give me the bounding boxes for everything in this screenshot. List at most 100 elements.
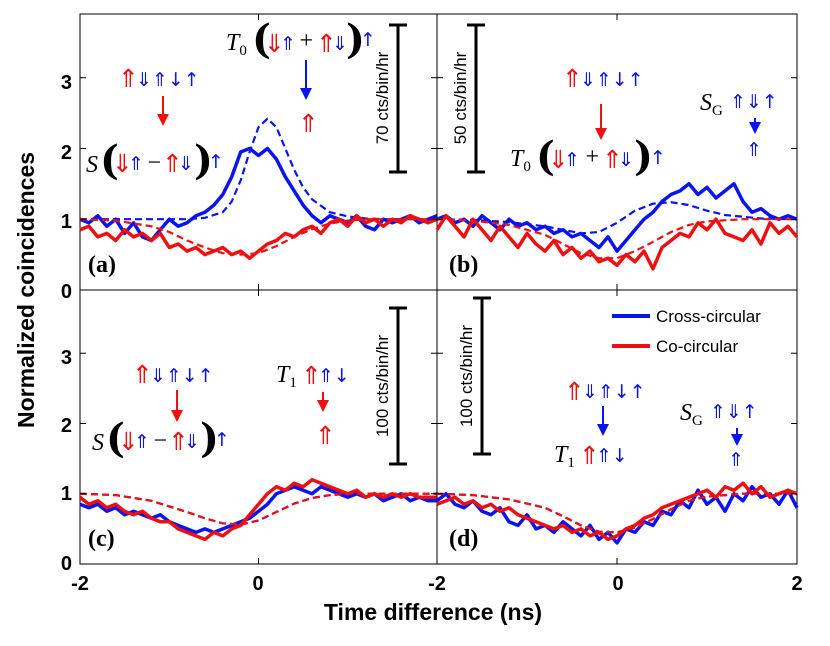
spin-sequence-icon: ⇑⇓↑: [730, 91, 778, 113]
panel-label: (d): [449, 526, 478, 552]
spin-down-heavy-icon: ⇓: [548, 145, 569, 174]
y-tick-label: 0: [61, 281, 72, 303]
transition-arrow-head: [300, 88, 312, 100]
spin-sequence-icon: ⇑⇓↑: [710, 401, 758, 423]
x-tick-label: -2: [71, 573, 89, 595]
transition-arrow-head: [317, 400, 329, 412]
series-line-a-cross-data: [79, 146, 438, 243]
series-line-c-co-data: [78, 477, 437, 542]
paren-close-icon: ): [200, 415, 219, 462]
annotation-singlet-state: S ( ⇓ ⇑ − ⇑ ⇓ ) ↑: [86, 137, 224, 184]
annotation-triplet-state: T1 ⇑ ⇑↓: [554, 441, 628, 471]
paren-open-icon: (: [100, 137, 119, 184]
electron-up-icon: ↑: [360, 29, 376, 51]
y-tick-label: 2: [61, 415, 72, 437]
transition-arrow-head: [597, 424, 609, 436]
state-symbol: SG: [680, 400, 703, 429]
spin-up-heavy-icon: ⇑: [118, 64, 139, 93]
panel-b-series: [435, 182, 799, 271]
legend: Cross-circular Co-circular: [612, 307, 761, 356]
spin-sequence-icon: ⇑↓: [318, 365, 350, 387]
annotation-triplet-state: T0 ( ⇓ ⇑ + ⇑ ⇓ ) ↑: [510, 133, 666, 180]
panel-a-series: [79, 117, 438, 260]
scale-bar-label: 50 cts/bin/hr: [451, 51, 470, 144]
panel-a: (a) 70 cts/bin/hr ⇑ ⇓⇑↓↑ S ( ⇓ ⇑ − ⇑ ⇓ )…: [79, 13, 438, 291]
plus-sign: +: [584, 144, 600, 170]
spin-down-heavy-icon: ⇓: [118, 427, 139, 456]
spin-up-icon: ⇑: [280, 33, 296, 55]
spin-up-heavy-icon: ⇑: [162, 149, 183, 178]
spin-up-icon: ⇑: [728, 449, 744, 471]
spin-up-heavy-icon: ⇑: [132, 360, 153, 389]
y-tick-label: 2: [61, 142, 72, 164]
spin-up-icon: ⇑: [564, 149, 580, 171]
series-line-d-co-data: [436, 481, 798, 542]
spin-down-icon: ⇓: [332, 33, 348, 55]
spin-up-icon: ⇑: [746, 139, 762, 161]
x-tick-label: -2: [428, 573, 446, 595]
paren-close-icon: ): [346, 16, 365, 63]
transition-arrow-head: [595, 128, 607, 140]
transition-arrow-head: [157, 114, 169, 126]
panel-d: (d) 100 cts/bin/hr Cross-circular Co-cir…: [435, 289, 799, 565]
panel-label: (b): [449, 252, 478, 278]
x-tick-label: 0: [612, 573, 623, 595]
series-line-b-co-data: [435, 213, 799, 271]
x-tick-label: 2: [791, 573, 802, 595]
spin-sequence-icon: ⇑↓: [596, 445, 628, 467]
annotation-singlet-state: S ( ⇓ ⇑ − ⇑ ⇓ ) ↑: [92, 415, 230, 462]
legend-label-cross: Cross-circular: [656, 307, 761, 326]
paren-open-icon: (: [106, 415, 125, 462]
annotation-initial-state: ⇑ ⇓⇑↓↑: [562, 64, 644, 93]
spin-up-heavy-icon: ⇑: [168, 427, 189, 456]
spin-up-heavy-icon: ⇑: [562, 64, 583, 93]
scale-bar-label: 70 cts/bin/hr: [373, 51, 392, 144]
spin-down-icon: ⇓: [184, 431, 200, 453]
annotation-triplet-state: T0 ( ⇓ ⇑ + ⇑ ⇓ ) ↑: [226, 16, 376, 63]
y-tick-label: 0: [61, 553, 72, 575]
annotation-triplet-state: T1 ⇑ ⇑↓: [276, 361, 350, 391]
paren-open-icon: (: [536, 133, 555, 180]
spin-sequence-icon: ⇓⇑↓↑: [136, 69, 200, 91]
scale-bar-label: 100 cts/bin/hr: [457, 325, 476, 427]
spin-up-heavy-icon: ⇑: [564, 377, 585, 406]
spin-sequence-icon: ⇓⇑↓↑: [150, 365, 214, 387]
legend-label-co: Co-circular: [656, 337, 739, 356]
series-line-a-co-data: [79, 213, 438, 260]
annotation-initial-state: ⇑ ⇓⇑↓↑: [564, 377, 646, 406]
plus-sign: +: [298, 28, 314, 54]
spin-up-heavy-icon: ⇑: [579, 441, 600, 470]
state-symbol: T0: [510, 146, 531, 175]
state-symbol: S: [92, 430, 104, 456]
spin-down-icon: ⇓: [178, 153, 194, 175]
series-line-b-co-fit: [436, 218, 797, 260]
spin-sequence-icon: ⇓⇑↓↑: [580, 69, 644, 91]
annotation-singlet-g-state: SG ⇑⇓↑: [700, 90, 778, 119]
spin-sequence-icon: ⇓⇑↓↑: [582, 381, 646, 403]
electron-up-icon: ↑: [650, 147, 666, 169]
annotation-initial-state: ⇑ ⇓⇑↓↑: [118, 64, 200, 93]
spin-up-heavy-icon: ⇑: [315, 421, 336, 450]
electron-up-icon: ↑: [208, 151, 224, 173]
y-tick-label: 1: [61, 211, 72, 233]
annotation-initial-state: ⇑ ⇓⇑↓↑: [132, 360, 214, 389]
minus-sign: −: [146, 150, 162, 176]
spin-up-heavy-icon: ⇑: [316, 29, 337, 58]
panel-d-ticks: [436, 290, 798, 565]
state-symbol: T0: [226, 30, 247, 59]
x-tick-label: 0: [252, 573, 263, 595]
y-tick-label: 1: [61, 483, 72, 505]
spin-up-icon: ⇑: [128, 153, 144, 175]
panel-label: (c): [88, 526, 115, 552]
series-line-b-cross-data: [436, 182, 798, 253]
paren-open-icon: (: [252, 16, 271, 63]
state-symbol: T1: [276, 362, 297, 391]
x-axis-label: Time difference (ns): [324, 599, 542, 625]
y-tick-label: 3: [61, 347, 72, 369]
minus-sign: −: [152, 428, 168, 454]
series-line-a-cross-fit: [80, 117, 437, 221]
panel-label: (a): [88, 252, 116, 278]
spin-up-icon: ⇑: [134, 431, 150, 453]
spin-down-heavy-icon: ⇓: [112, 149, 133, 178]
